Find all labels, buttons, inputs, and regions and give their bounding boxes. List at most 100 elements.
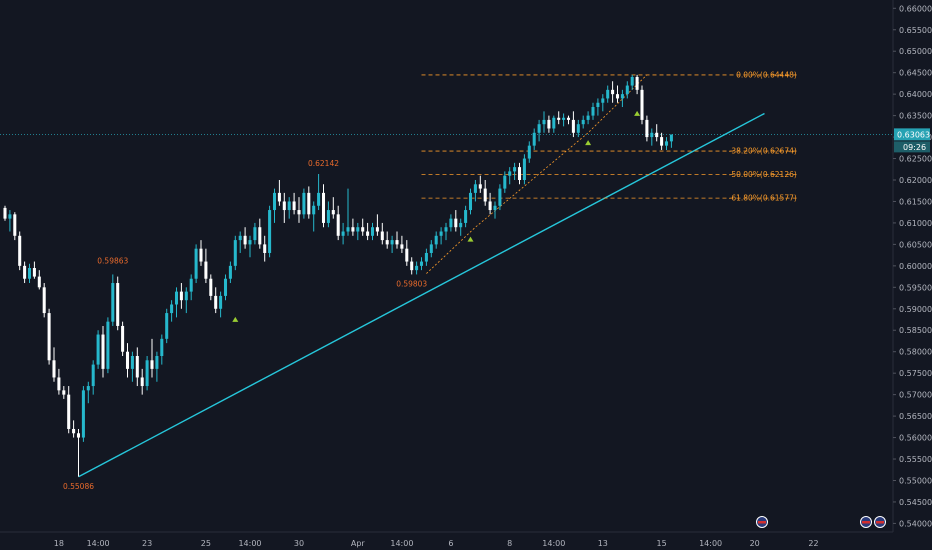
candle-body	[552, 117, 556, 129]
candle-body	[174, 291, 179, 305]
time-tick-label: 30	[294, 539, 304, 548]
candle-body	[67, 394, 71, 429]
price-tick-label: 0.58000	[899, 348, 932, 357]
candle-body	[395, 240, 399, 245]
candle-body	[640, 89, 644, 120]
candle-body	[150, 360, 154, 369]
price-tick-label: 0.59500	[899, 283, 932, 292]
candle-body	[581, 119, 585, 125]
candle-body	[405, 248, 409, 262]
price-tick-label: 0.57500	[899, 369, 932, 378]
candle-body	[57, 377, 61, 391]
price-annotation: 0.59803	[396, 279, 427, 288]
trendline	[78, 112, 765, 478]
candle-body	[321, 192, 326, 223]
candle-body	[645, 119, 649, 138]
zigzag-line	[426, 74, 648, 274]
candle-body	[596, 102, 600, 108]
current-price-badge	[894, 128, 930, 141]
candle-body	[52, 360, 56, 378]
candle-body	[101, 334, 105, 369]
candle-body	[478, 184, 482, 189]
candle-body	[135, 356, 139, 378]
candle-body	[601, 98, 605, 103]
candle-body	[625, 85, 629, 95]
time-axis-background	[0, 532, 932, 550]
candle-body	[91, 364, 95, 387]
candle-body	[336, 214, 340, 236]
fib-level-label: -50.00%(0.62126)	[729, 170, 797, 179]
time-axis[interactable]: 18 14:00 23 25 14:00 30 Apr 14:00 6 8 14:00 13 15 14:…	[0, 531, 932, 550]
candle-body	[3, 207, 7, 219]
price-tick-label: 0.60500	[899, 240, 932, 249]
candle-body	[27, 268, 32, 279]
candle-body	[434, 235, 438, 245]
candle-body	[527, 145, 531, 159]
candle-body	[199, 248, 203, 262]
candle-body	[439, 231, 443, 236]
candle-body	[415, 265, 419, 271]
candle-body	[170, 304, 174, 314]
candle-body	[282, 201, 286, 211]
candle-body	[116, 283, 120, 326]
candle-body	[214, 295, 218, 309]
candle-body	[277, 192, 281, 202]
candle-body	[513, 167, 517, 172]
time-tick-label: 14:00	[238, 539, 261, 548]
candle-body	[488, 201, 492, 211]
candle-body	[508, 171, 512, 176]
candle-body	[140, 377, 144, 387]
price-tick-label: 0.56500	[899, 412, 932, 421]
candle-body	[8, 214, 12, 219]
signal-marker-up	[585, 140, 592, 146]
signal-marker-up	[634, 110, 641, 116]
candle-body	[503, 175, 507, 189]
time-tick-label: 15	[657, 539, 667, 548]
price-tick-label: 0.55500	[899, 455, 932, 464]
time-tick-label: 14:00	[87, 539, 110, 548]
candle-body	[517, 167, 522, 180]
candle-body	[493, 205, 497, 211]
trendline-layer	[78, 112, 765, 478]
candle-body	[655, 132, 659, 138]
zigzag-layer	[426, 74, 648, 274]
candle-body	[464, 210, 468, 223]
candle-body	[155, 356, 159, 369]
candle-body	[576, 124, 580, 133]
candle-body	[537, 124, 541, 133]
price-tick-label: 0.66000	[899, 4, 932, 13]
time-tick-label: Apr	[351, 539, 366, 548]
candle-body	[47, 313, 51, 361]
markers-layer	[232, 110, 641, 322]
candle-body	[18, 235, 22, 266]
candles-layer	[3, 74, 673, 477]
candle-body	[272, 192, 277, 211]
candle-body	[312, 205, 316, 215]
candle-body	[370, 227, 375, 236]
price-tick-label: 0.65000	[899, 47, 932, 56]
price-tick-label: 0.64000	[899, 90, 932, 99]
candle-body	[13, 214, 17, 236]
candle-body	[258, 227, 262, 245]
candle-body	[449, 218, 453, 228]
candle-body	[635, 76, 639, 90]
candle-body	[145, 360, 149, 387]
price-axis-background	[893, 0, 932, 550]
time-tick-label: 13	[598, 539, 608, 548]
candle-body	[410, 261, 414, 271]
price-annotation: 0.62142	[308, 159, 339, 168]
candle-body	[179, 291, 183, 301]
price-tick-label: 0.64500	[899, 69, 932, 78]
price-axis[interactable]: 0.66000 0.65500 0.65000 0.64500 0.64000 0.635…	[892, 0, 932, 550]
candle-body	[130, 356, 134, 369]
candle-body	[238, 235, 242, 241]
candle-body	[385, 240, 389, 245]
candle-body	[473, 184, 477, 193]
time-tick-label: 18	[54, 539, 64, 548]
time-tick-label: 25	[201, 539, 211, 548]
current-price-badge-text: 0.63063	[897, 130, 930, 139]
candle-body	[194, 248, 198, 279]
candle-body	[297, 210, 301, 215]
candle-body	[390, 240, 394, 245]
